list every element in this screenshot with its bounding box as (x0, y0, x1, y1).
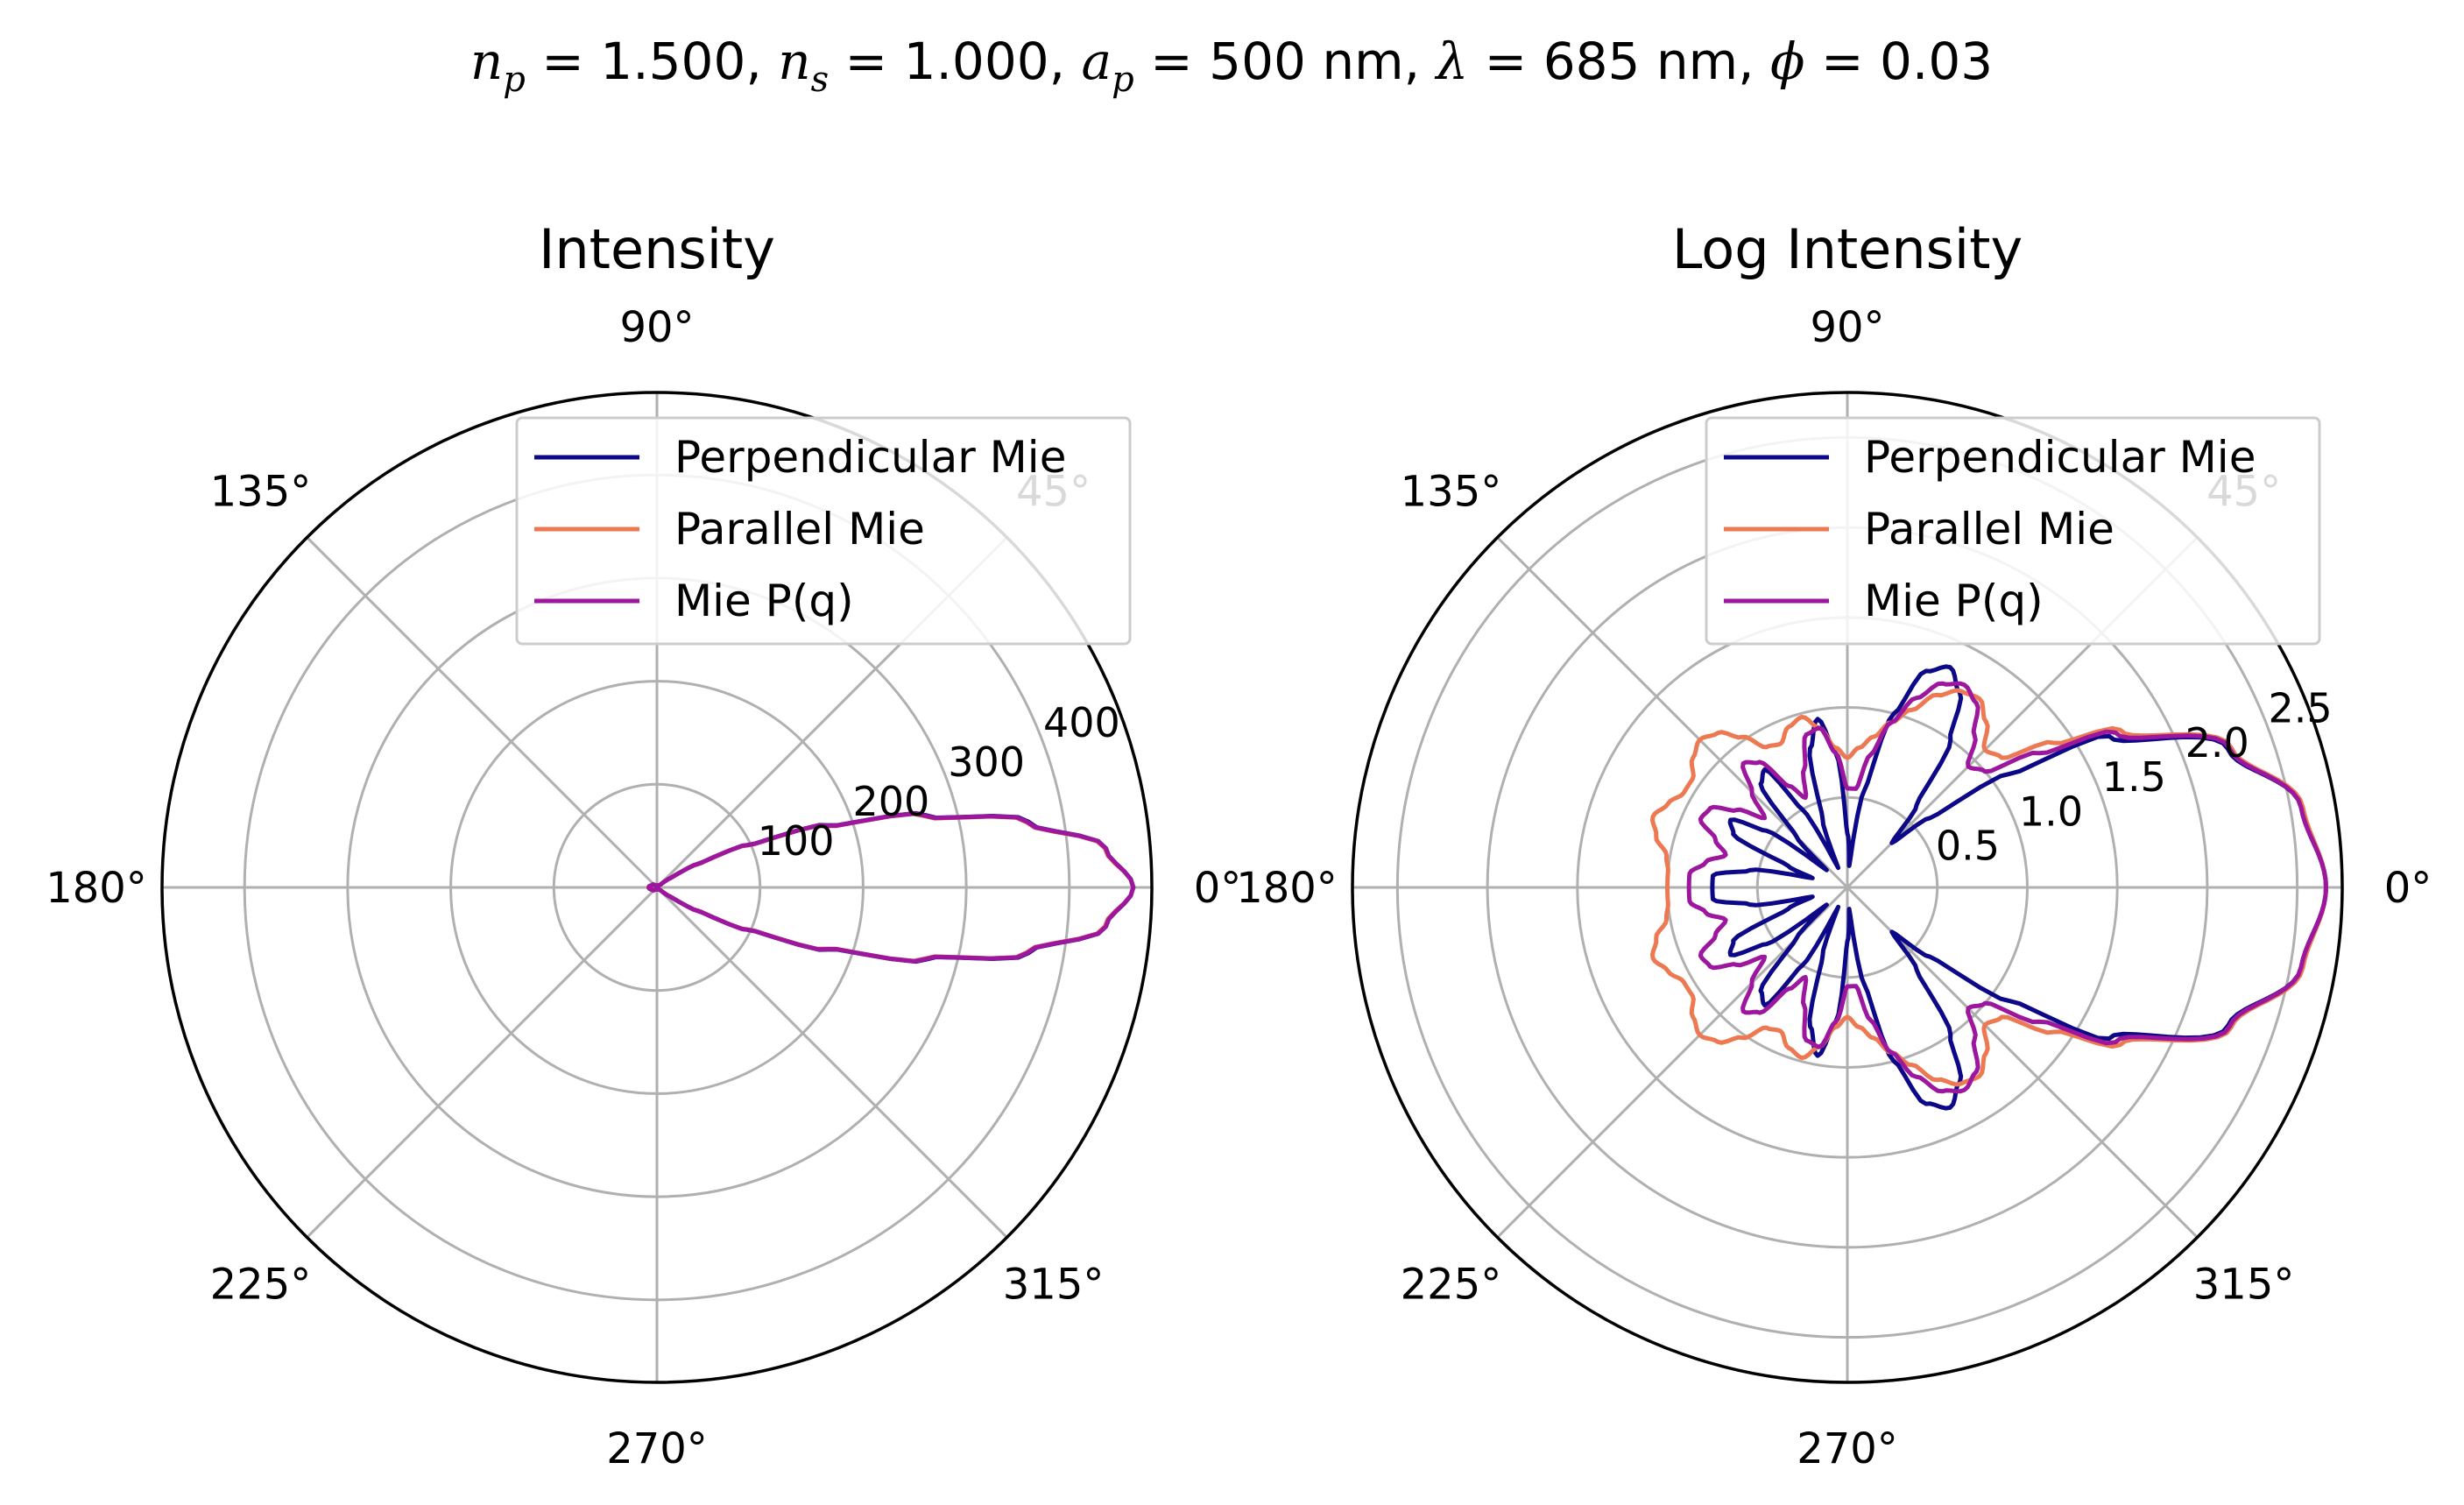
angle-tick-label: 90° (1810, 303, 1884, 352)
ap-subscript: p (1112, 60, 1134, 100)
series-line-parallel-mie (1650, 688, 2328, 1087)
lambda-symbol: λ (1434, 32, 1468, 91)
legend-label: Perpendicular Mie (674, 432, 1066, 483)
intensity-panel-title: Intensity (539, 217, 775, 281)
angular-grid-line (306, 536, 659, 889)
ap-value: = 500 nm, (1134, 32, 1437, 91)
radial-tick-label: 1.0 (2019, 788, 2083, 835)
radial-tick-label: 1.5 (2102, 753, 2166, 801)
ap-symbol: a (1082, 32, 1112, 91)
log-intensity-panel-title: Log Intensity (1672, 217, 2023, 281)
radial-tick-label: 100 (758, 817, 835, 865)
angle-tick-label: 315° (2193, 1261, 2295, 1310)
radial-tick-label: 300 (948, 738, 1025, 786)
angle-tick-label: 90° (619, 303, 694, 352)
legend-label: Parallel Mie (1864, 504, 2115, 555)
log-intensity-polar-panel: Log Intensity 0°45°90°135°180°225°270°31… (1236, 217, 2432, 1473)
ns-symbol: n (778, 32, 810, 91)
ns-subscript: s (811, 60, 830, 100)
radial-tick-label: 2.5 (2269, 684, 2333, 731)
polar-spine (1351, 391, 2344, 1384)
radial-tick-label: 0.5 (1936, 823, 2000, 870)
legend-label: Mie P(q) (674, 576, 854, 626)
np-symbol: n (470, 32, 503, 91)
angle-tick-label: 0° (2384, 864, 2432, 913)
legend-label: Mie P(q) (1864, 576, 2044, 626)
phi-symbol: ϕ (1770, 32, 1805, 91)
angle-tick-label: 225° (1401, 1261, 1502, 1310)
angle-tick-label: 270° (1797, 1424, 1898, 1473)
angle-tick-label: 135° (1401, 467, 1502, 516)
ns-value: = 1.000, (829, 32, 1081, 91)
angle-tick-label: 270° (606, 1424, 708, 1473)
legend-label: Parallel Mie (674, 504, 925, 555)
angle-tick-label: 225° (210, 1261, 312, 1310)
angular-grid-line (306, 886, 659, 1239)
legend-label: Perpendicular Mie (1864, 432, 2256, 483)
radial-tick-label: 2.0 (2185, 719, 2249, 767)
angle-tick-label: 135° (210, 467, 312, 516)
lambda-value: = 685 nm, (1468, 32, 1770, 91)
np-value: = 1.500, (526, 32, 778, 91)
radial-tick-label: 400 (1043, 699, 1120, 746)
series-line-mie-p-q- (646, 811, 1136, 964)
legend-box (515, 416, 1132, 646)
angle-tick-label: 315° (1003, 1261, 1105, 1310)
angle-tick-label: 0° (1194, 864, 1242, 913)
intensity-polar-panel: Intensity 0°45°90°135°180°225°270°315°10… (46, 217, 1241, 1473)
phi-value: = 0.03 (1805, 32, 1994, 91)
np-subscript: p (503, 60, 526, 100)
angle-tick-label: 180° (46, 864, 147, 913)
angular-grid-line (1846, 886, 2199, 1239)
legend-box (1705, 416, 2321, 646)
angle-tick-label: 180° (1236, 864, 1338, 913)
figure-suptitle: np = 1.500, ns = 1.000, ap = 500 nm, λ =… (470, 32, 1993, 100)
radial-tick-label: 200 (852, 778, 929, 825)
series-line-mie-p-q- (1686, 681, 2328, 1094)
polar-spine (160, 391, 1154, 1384)
angular-grid-line (655, 886, 1008, 1239)
